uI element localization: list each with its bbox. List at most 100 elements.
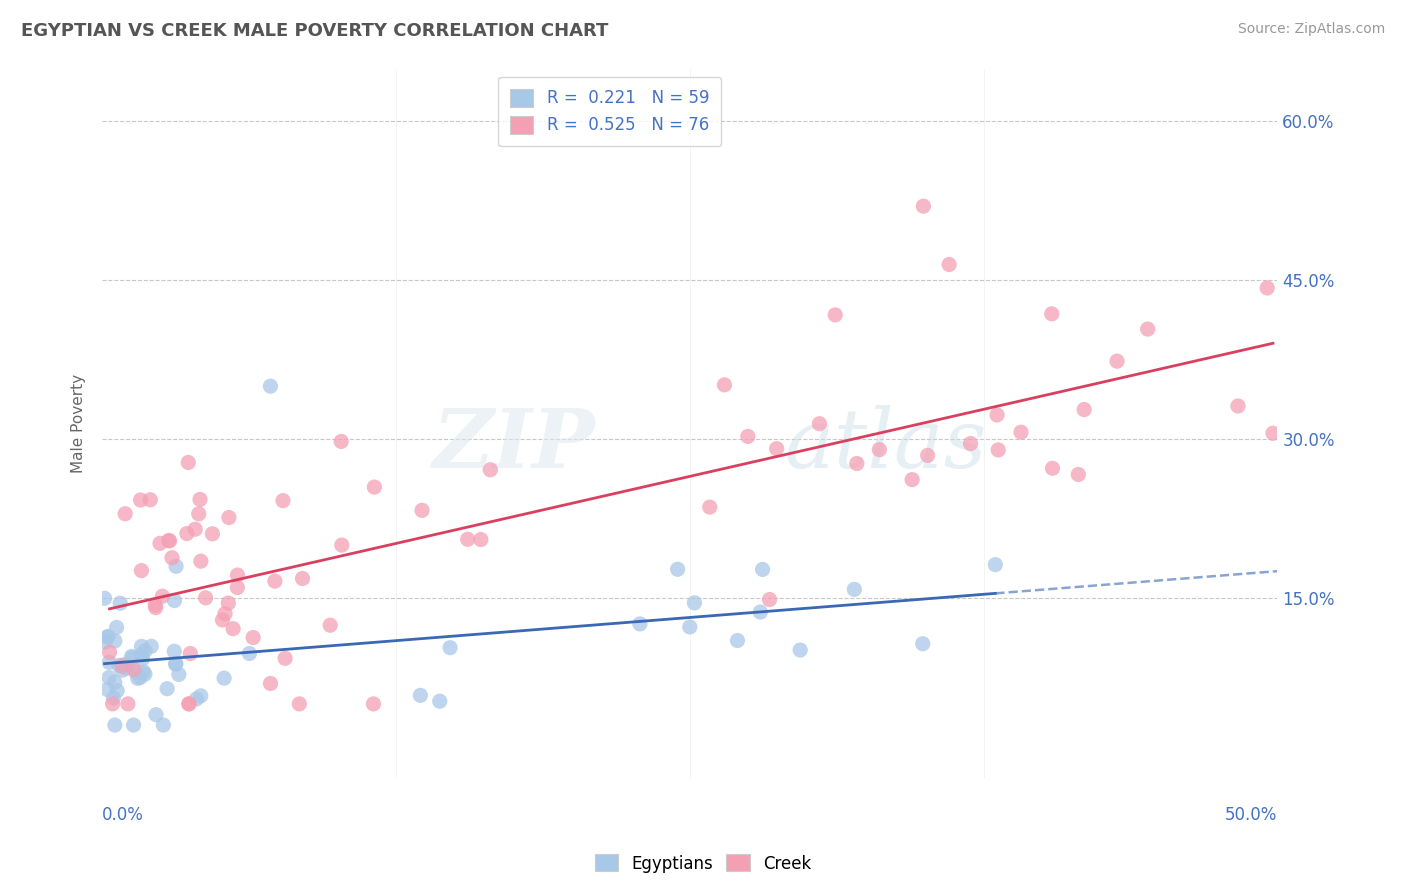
Point <box>987 442 1010 457</box>
Point <box>163 644 186 658</box>
Point <box>201 526 224 541</box>
Point <box>319 618 342 632</box>
Point <box>104 718 127 732</box>
Point <box>194 591 217 605</box>
Point <box>156 681 179 696</box>
Point <box>188 492 211 507</box>
Point <box>984 558 1007 572</box>
Point <box>242 631 264 645</box>
Point <box>165 559 187 574</box>
Point <box>152 589 174 603</box>
Point <box>98 671 121 685</box>
Legend: R =  0.221   N = 59, R =  0.525   N = 76: R = 0.221 N = 59, R = 0.525 N = 76 <box>498 77 721 146</box>
Point <box>122 663 145 677</box>
Point <box>901 473 924 487</box>
Point <box>190 689 212 703</box>
Point <box>139 492 162 507</box>
Point <box>727 633 749 648</box>
Point <box>212 671 235 685</box>
Point <box>439 640 461 655</box>
Point <box>131 640 153 654</box>
Legend: Egyptians, Creek: Egyptians, Creek <box>588 847 818 880</box>
Point <box>666 562 689 576</box>
Point <box>291 572 314 586</box>
Point <box>184 522 207 536</box>
Point <box>737 429 759 443</box>
Point <box>179 647 201 661</box>
Point <box>330 434 353 449</box>
Point <box>238 647 260 661</box>
Point <box>134 644 156 658</box>
Point <box>121 651 143 665</box>
Point <box>749 605 772 619</box>
Point <box>93 591 115 606</box>
Point <box>186 692 208 706</box>
Point <box>411 503 433 517</box>
Y-axis label: Male Poverty: Male Poverty <box>72 374 86 473</box>
Point <box>217 596 239 610</box>
Point <box>938 258 960 272</box>
Text: EGYPTIAN VS CREEK MALE POVERTY CORRELATION CHART: EGYPTIAN VS CREEK MALE POVERTY CORRELATI… <box>21 22 609 40</box>
Point <box>108 658 131 673</box>
Text: 0.0%: 0.0% <box>103 806 143 824</box>
Point <box>330 538 353 552</box>
Point <box>214 607 236 621</box>
Point <box>211 613 233 627</box>
Point <box>1073 402 1095 417</box>
Point <box>131 564 153 578</box>
Point <box>187 507 209 521</box>
Point <box>103 690 125 705</box>
Point <box>94 635 117 649</box>
Point <box>157 533 180 548</box>
Point <box>1010 425 1032 440</box>
Point <box>98 656 121 670</box>
Point <box>288 697 311 711</box>
Point <box>1261 426 1284 441</box>
Point <box>259 676 281 690</box>
Point <box>713 377 735 392</box>
Point <box>145 707 167 722</box>
Point <box>628 616 651 631</box>
Point <box>986 408 1008 422</box>
Point <box>159 533 181 548</box>
Point <box>105 683 128 698</box>
Point <box>824 308 846 322</box>
Point <box>429 694 451 708</box>
Point <box>132 665 155 679</box>
Point <box>1226 399 1249 413</box>
Point <box>758 592 780 607</box>
Point <box>165 657 187 672</box>
Point <box>131 652 153 666</box>
Point <box>122 718 145 732</box>
Point <box>917 449 939 463</box>
Point <box>1256 281 1278 295</box>
Point <box>111 663 134 677</box>
Point <box>176 526 198 541</box>
Point <box>1067 467 1090 482</box>
Point <box>134 667 156 681</box>
Point <box>751 562 773 576</box>
Point <box>808 417 831 431</box>
Point <box>409 689 432 703</box>
Point <box>789 643 811 657</box>
Point <box>104 675 127 690</box>
Point <box>765 442 787 456</box>
Point <box>1042 461 1064 475</box>
Text: Source: ZipAtlas.com: Source: ZipAtlas.com <box>1237 22 1385 37</box>
Point <box>844 582 866 597</box>
Point <box>363 697 385 711</box>
Point <box>129 671 152 685</box>
Text: ZIP: ZIP <box>433 405 596 484</box>
Point <box>131 648 153 662</box>
Point <box>1136 322 1159 336</box>
Point <box>111 659 134 673</box>
Point <box>177 697 200 711</box>
Point <box>177 455 200 469</box>
Point <box>259 379 281 393</box>
Point <box>143 598 166 612</box>
Point <box>127 671 149 685</box>
Point <box>98 645 121 659</box>
Point <box>226 568 249 582</box>
Point <box>160 550 183 565</box>
Point <box>683 596 706 610</box>
